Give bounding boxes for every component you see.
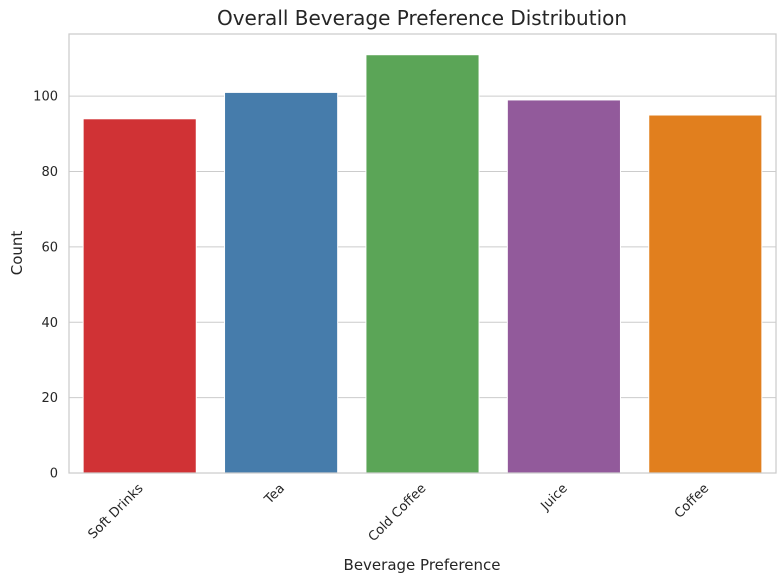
x-tick-label: Coffee [672,481,712,521]
x-axis-ticks: Soft Drinks Tea Cold Coffee Juice Coffee [86,481,713,545]
plot-frame [68,33,777,474]
bar-cold-coffee [365,54,480,474]
y-tick-label: 60 [41,240,58,255]
x-tick-label: Juice [538,481,571,514]
y-tick-label: 20 [41,391,58,406]
x-tick-label: Cold Coffee [366,481,430,545]
y-axis-label: Count [8,231,26,276]
x-axis-label: Beverage Preference [344,556,501,574]
y-tick-label: 0 [50,467,58,482]
chart-title: Overall Beverage Preference Distribution [217,6,627,30]
y-tick-label: 100 [33,90,58,105]
bar-coffee [648,114,763,474]
bars [82,54,763,474]
x-tick-label: Tea [261,481,288,508]
y-tick-label: 80 [41,165,58,180]
y-axis-ticks: 0 20 40 60 80 100 [33,90,58,482]
y-tick-label: 40 [41,316,58,331]
bar-tea [224,91,339,474]
x-tick-label: Soft Drinks [86,481,147,542]
bar-juice [506,99,621,474]
bar-soft-drinks [82,118,197,474]
